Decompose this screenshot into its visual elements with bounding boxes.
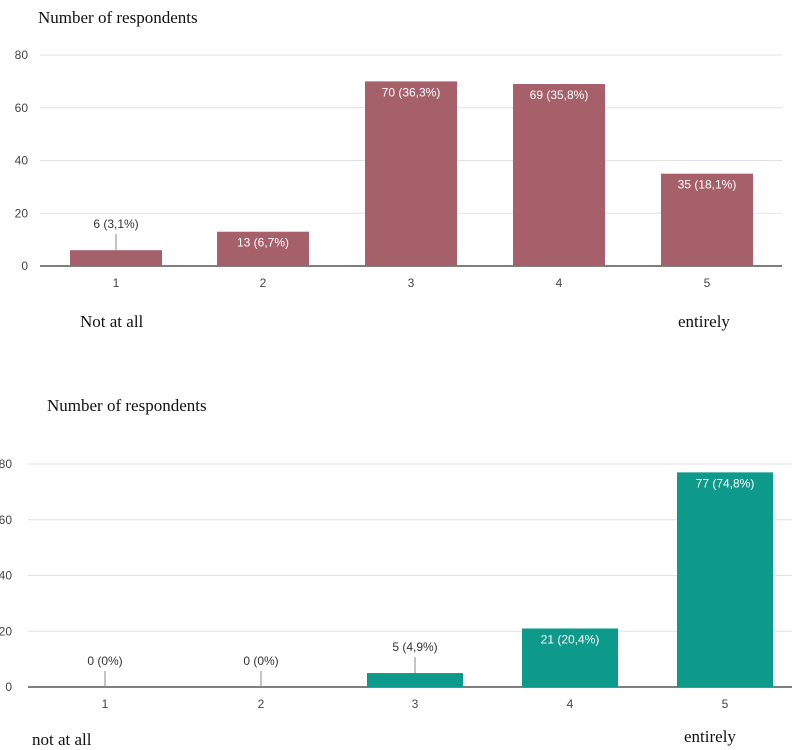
chart1-data-label: 35 (18,1%) — [678, 178, 737, 192]
chart1-ytick-label: 0 — [21, 259, 28, 273]
chart2-ytick-label: 20 — [0, 624, 12, 638]
chart1-title: Number of respondents — [38, 8, 198, 27]
chart1-bar — [513, 84, 605, 266]
chart2-scale-min-label: not at all — [32, 730, 92, 749]
chart2-data-label: 0 (0%) — [243, 654, 278, 668]
chart1-xtick-label: 1 — [113, 276, 120, 290]
chart1-ytick-label: 80 — [15, 48, 29, 62]
chart1-data-label: 6 (3,1%) — [93, 217, 138, 231]
chart1-xtick-label: 3 — [408, 276, 415, 290]
chart1-bar — [70, 250, 162, 266]
chart2-xtick-label: 4 — [567, 697, 574, 711]
chart2-data-label: 0 (0%) — [87, 654, 122, 668]
chart2-bar — [367, 673, 463, 687]
chart1-xtick-label: 5 — [704, 276, 711, 290]
chart1-scale-min-label: Not at all — [80, 312, 144, 331]
chart2-xtick-label: 3 — [412, 697, 419, 711]
chart1-bar — [661, 173, 753, 266]
chart2-data-label: 21 (20,4%) — [541, 632, 600, 646]
chart2-xtick-label: 1 — [102, 697, 109, 711]
chart1-ytick-label: 40 — [15, 154, 29, 168]
chart2-scale-max-label: entirely — [684, 727, 736, 746]
chart2-title: Number of respondents — [47, 396, 207, 415]
chart2-ytick-label: 80 — [0, 457, 12, 471]
chart1-bar — [365, 81, 457, 266]
chart2-bar — [677, 472, 773, 687]
chart1-xtick-label: 2 — [260, 276, 267, 290]
chart2-ytick-label: 60 — [0, 513, 12, 527]
chart2-xtick-label: 5 — [722, 697, 729, 711]
chart2-ytick-label: 40 — [0, 569, 12, 583]
chart2-ytick-label: 0 — [5, 680, 12, 694]
chart2: 0 20 40 60 80 0 (0%) 1 0 (0%) 2 5 (4,9%) 3 21 (20,4… — [0, 457, 792, 711]
chart1: 0 20 40 60 80 6 (3,1%) 1 13 (6,7%) 2 70 (36,3%) 3 6… — [15, 48, 782, 290]
chart2-data-label: 77 (74,8%) — [696, 476, 755, 490]
chart2-xtick-label: 2 — [258, 697, 265, 711]
chart1-scale-max-label: entirely — [678, 312, 730, 331]
chart1-ytick-label: 20 — [15, 206, 29, 220]
chart1-xtick-label: 4 — [556, 276, 563, 290]
chart1-data-label: 13 (6,7%) — [237, 236, 289, 250]
chart2-data-label: 5 (4,9%) — [392, 640, 437, 654]
chart2-bar — [522, 628, 618, 687]
chart1-bar — [217, 231, 309, 266]
chart1-ytick-label: 60 — [15, 101, 29, 115]
chart1-data-label: 69 (35,8%) — [530, 88, 589, 102]
chart1-data-label: 70 (36,3%) — [382, 85, 441, 99]
